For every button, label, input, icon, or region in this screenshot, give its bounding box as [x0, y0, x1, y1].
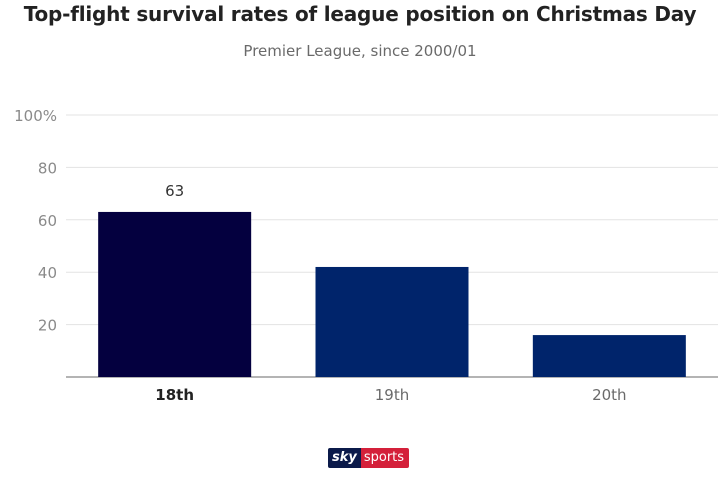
- y-tick-label-100: 100%: [14, 107, 57, 125]
- label-layer: 20 40 60 80 100% 18th 63 19th 20th: [14, 107, 626, 404]
- x-tick-label-20th: 20th: [592, 386, 626, 404]
- data-label-18th: 63: [165, 182, 184, 200]
- x-tick-label-18th: 18th: [155, 386, 194, 404]
- y-tick-label-20: 20: [38, 317, 57, 335]
- x-tick-label-19th: 19th: [375, 386, 409, 404]
- y-tick-label-40: 40: [38, 264, 57, 282]
- bar-layer: [98, 211, 686, 377]
- logo-sky-text: sky: [328, 448, 361, 468]
- chart-title: Top-flight survival rates of league posi…: [23, 2, 697, 26]
- bar-18th: [98, 211, 252, 377]
- bar-19th: [315, 266, 469, 377]
- bar-20th: [532, 335, 686, 377]
- y-tick-label-60: 60: [38, 212, 57, 230]
- logo-sports-text: sports: [360, 448, 410, 468]
- y-tick-label-80: 80: [38, 159, 57, 177]
- sky-sports-logo: sky sports: [328, 448, 410, 468]
- chart-subtitle: Premier League, since 2000/01: [243, 42, 477, 60]
